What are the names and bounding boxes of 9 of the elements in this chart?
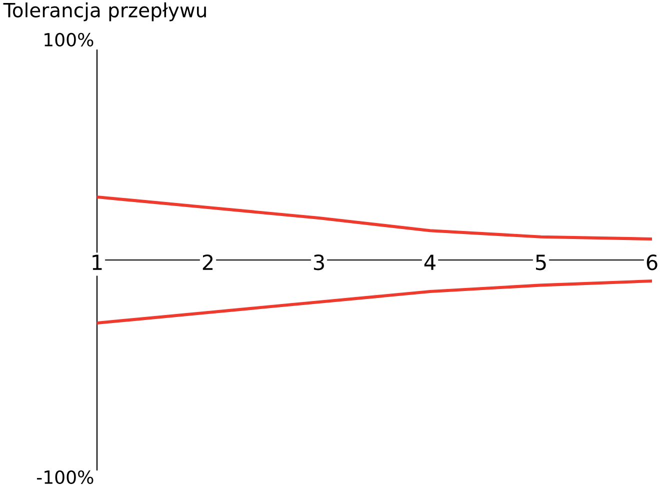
- y-tick-label: 100%: [44, 32, 94, 46]
- x-tick-label: 5: [536, 254, 546, 270]
- y-tick-label: -100%: [36, 470, 94, 484]
- x-tick-label: 2: [202, 254, 213, 270]
- x-tick-label: 4: [424, 254, 436, 270]
- x-tick-label: 3: [314, 254, 324, 270]
- x-tick-label: 1: [92, 254, 102, 270]
- x-tick-label: 6: [646, 254, 658, 270]
- chart-title: Tolerancja przepływu: [3, 2, 206, 22]
